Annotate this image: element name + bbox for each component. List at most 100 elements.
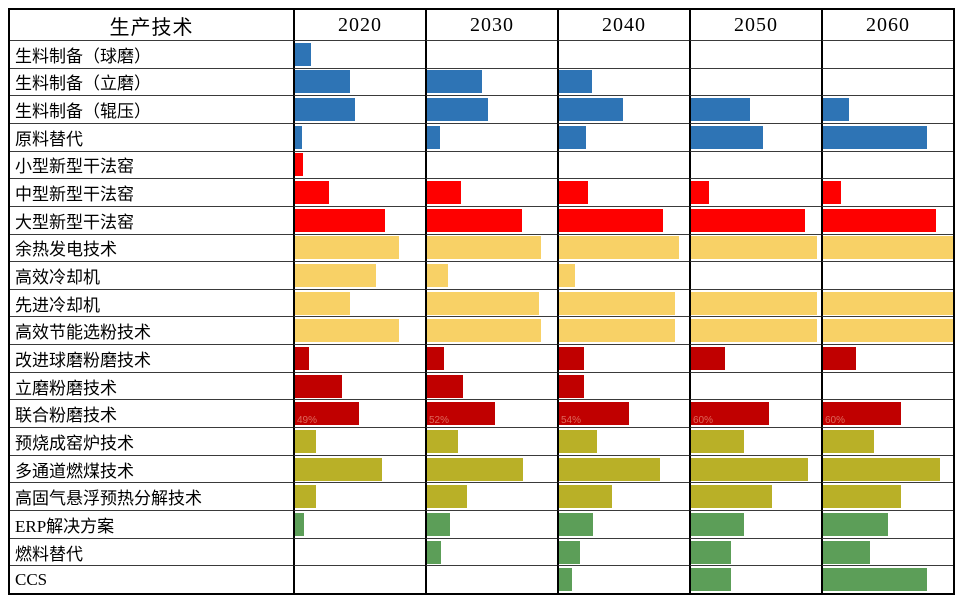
bar-cell xyxy=(293,40,425,68)
bar xyxy=(691,429,745,453)
bar-cell xyxy=(293,454,425,483)
bar-cell xyxy=(689,371,821,400)
bar-cell xyxy=(293,67,425,96)
row-label: 生料制备（辊压） xyxy=(10,95,293,123)
bar-cell xyxy=(821,510,953,538)
bar xyxy=(295,374,342,398)
bar-cell xyxy=(821,454,953,483)
row-label: 大型新型干法窑 xyxy=(10,205,293,234)
bar-cell xyxy=(689,67,821,96)
bar xyxy=(559,264,575,288)
row-label: 联合粉磨技术 xyxy=(10,399,293,427)
bar xyxy=(823,568,927,592)
bar-cell xyxy=(293,150,425,179)
bar-cell xyxy=(821,122,953,151)
bar-cell xyxy=(425,482,557,511)
bar-cell xyxy=(293,261,425,289)
bar-cell xyxy=(821,178,953,206)
bar-cell xyxy=(821,565,953,593)
bar xyxy=(691,540,732,564)
bar xyxy=(427,98,489,122)
bar xyxy=(295,429,316,453)
bar-cell xyxy=(821,427,953,455)
bar-cell xyxy=(557,122,689,151)
bar xyxy=(559,429,597,453)
bar-cell xyxy=(293,344,425,372)
year-header: 2030 xyxy=(425,10,557,40)
bar-cell xyxy=(293,510,425,538)
bar xyxy=(691,125,763,149)
bar xyxy=(559,402,630,426)
bar xyxy=(427,402,495,426)
bar-cell xyxy=(821,371,953,400)
bar xyxy=(559,346,584,370)
bar-cell xyxy=(821,316,953,345)
bar xyxy=(823,236,953,260)
bar xyxy=(823,291,953,315)
bar-cell xyxy=(557,482,689,511)
bar xyxy=(295,125,302,149)
bar-cell xyxy=(689,344,821,372)
bar xyxy=(427,457,524,481)
bar-cell xyxy=(425,565,557,593)
bar-cell xyxy=(425,40,557,68)
bar-value-label: 54% xyxy=(561,415,582,427)
bar xyxy=(691,402,769,426)
year-header: 2060 xyxy=(821,10,953,40)
bar xyxy=(691,485,772,509)
bar-cell xyxy=(557,40,689,68)
bar xyxy=(295,485,316,509)
bar-cell xyxy=(821,288,953,317)
row-label: 高效节能选粉技术 xyxy=(10,316,293,344)
bar xyxy=(691,319,818,343)
bar xyxy=(691,181,710,205)
bar-cell xyxy=(425,454,557,483)
bar xyxy=(427,319,542,343)
bar-cell xyxy=(821,261,953,289)
bar-value-label: 60% xyxy=(693,415,714,427)
bar-cell xyxy=(425,288,557,317)
bar-cell xyxy=(689,454,821,483)
bar xyxy=(427,540,442,564)
bar-value-label: 49% xyxy=(297,415,318,427)
bar-cell xyxy=(557,150,689,179)
table-title-cell: 生产技术 xyxy=(109,16,194,39)
bar-cell xyxy=(821,205,953,234)
bar-cell xyxy=(689,288,821,317)
bar-cell xyxy=(557,316,689,345)
year-header: 2020 xyxy=(293,10,425,40)
bar xyxy=(295,208,385,232)
bar-cell xyxy=(557,95,689,123)
bar xyxy=(295,236,399,260)
bar xyxy=(559,512,593,536)
bar xyxy=(559,540,580,564)
bar-cell xyxy=(821,344,953,372)
bar xyxy=(823,98,849,122)
row-label: 小型新型干法窑 xyxy=(10,150,293,179)
bar xyxy=(559,70,592,94)
bar-cell xyxy=(689,482,821,511)
row-label: 生料制备（立磨） xyxy=(10,67,293,96)
bar xyxy=(295,70,350,94)
bar xyxy=(691,291,818,315)
bar xyxy=(823,181,842,205)
bar-cell xyxy=(293,233,425,262)
bar-cell xyxy=(425,178,557,206)
bar xyxy=(295,457,383,481)
bar xyxy=(691,98,750,122)
bar-cell xyxy=(425,233,557,262)
bar-cell: 60% xyxy=(821,399,953,428)
bar xyxy=(559,125,587,149)
row-label: 高固气悬浮预热分解技术 xyxy=(10,482,293,510)
bar xyxy=(427,181,461,205)
row-label: 高效冷却机 xyxy=(10,261,293,289)
bar xyxy=(823,512,888,536)
bar-cell xyxy=(689,95,821,123)
bar xyxy=(559,374,584,398)
bar xyxy=(559,457,661,481)
bar-cell xyxy=(557,344,689,372)
row-label: 先进冷却机 xyxy=(10,288,293,317)
bar-cell xyxy=(425,122,557,151)
bar xyxy=(427,70,482,94)
